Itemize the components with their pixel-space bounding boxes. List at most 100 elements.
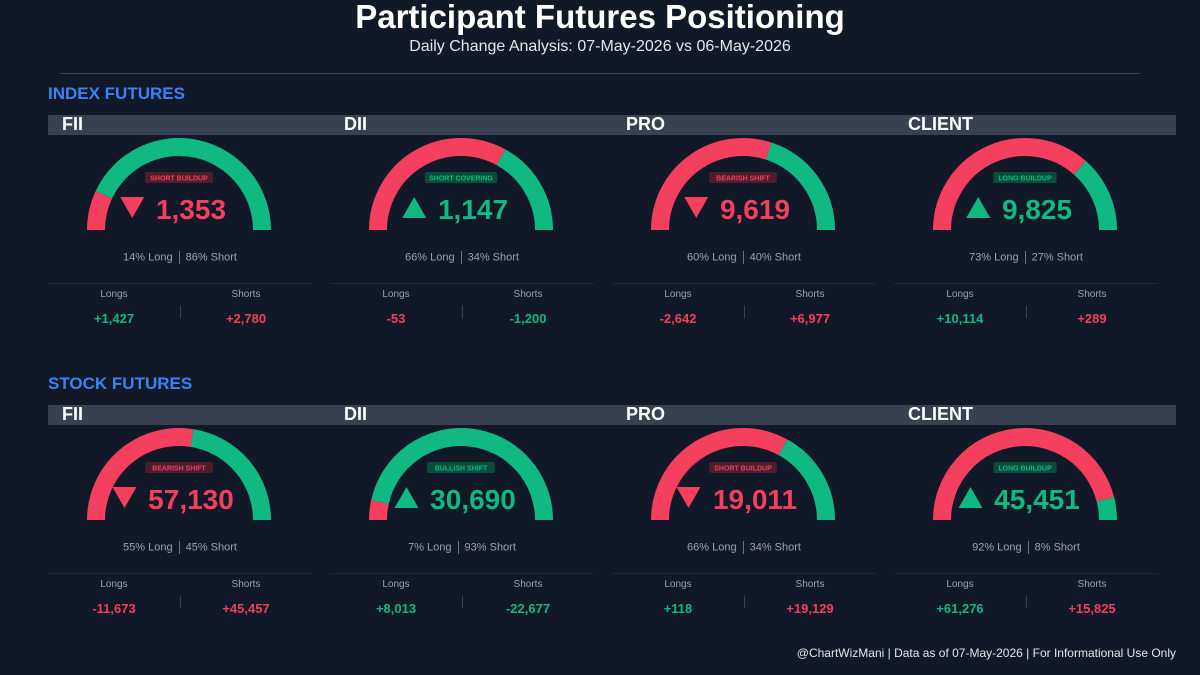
long-percent: 60% Long xyxy=(687,251,737,264)
card-header: CLIENT xyxy=(894,404,1176,425)
participant-name: FII xyxy=(62,404,83,424)
longs-stat: Longs -2,642 xyxy=(612,289,744,326)
triangle-down-icon xyxy=(676,487,701,508)
longs-label: Longs xyxy=(946,579,974,590)
gauge-short-arc xyxy=(651,138,772,231)
stats-divider xyxy=(48,573,312,574)
shorts-stat: Shorts -1,200 xyxy=(462,289,594,326)
long-percent: 7% Long xyxy=(408,541,452,554)
signal-badge xyxy=(709,462,777,473)
ratio-separator xyxy=(742,541,744,554)
footer-note: @ChartWizMani | Data as of 07-May-2026 |… xyxy=(796,646,1176,660)
signal-badge xyxy=(427,462,495,473)
stats-divider xyxy=(48,283,312,284)
participant-name: PRO xyxy=(626,114,666,134)
signal-badge-label: SHORT BUILDUP xyxy=(150,176,208,183)
shorts-change-value: +45,457 xyxy=(222,601,270,616)
ratio-separator xyxy=(742,251,744,264)
gauge-long-arc xyxy=(371,428,553,521)
gauge-short-arc xyxy=(933,138,1086,231)
longs-label: Longs xyxy=(382,579,410,590)
shorts-stat: Shorts +2,780 xyxy=(180,289,312,326)
net-change-value: 9,619 xyxy=(720,194,790,225)
long-percent: 55% Long xyxy=(123,541,173,554)
long-short-ratio: 66% Long 34% Short xyxy=(612,541,876,554)
gauge-long-arc xyxy=(190,429,271,521)
gauge-chart: LONG BUILDUP 45,451 xyxy=(933,428,1117,521)
participant-card-client: CLIENT LONG BUILDUP 45,451 92% Long 8% Short… xyxy=(894,404,1176,635)
card-header: DII xyxy=(330,114,612,135)
signal-badge xyxy=(993,172,1057,183)
participant-card-fii: FII SHORT BUILDUP 1,353 14% Long 86% Short Lo… xyxy=(48,114,330,345)
gauge-long-arc xyxy=(765,142,835,231)
signal-badge xyxy=(709,172,777,183)
longs-label: Longs xyxy=(664,289,692,300)
gauge-chart: LONG BUILDUP 9,825 xyxy=(933,138,1117,231)
ratio-separator xyxy=(1027,541,1029,554)
short-percent: 45% Short xyxy=(185,541,237,554)
net-change-value: 9,825 xyxy=(1002,194,1072,225)
signal-badge-label: BEARISH SHIFT xyxy=(716,176,770,183)
long-short-ratio: 73% Long 27% Short xyxy=(894,251,1158,264)
triangle-up-icon xyxy=(966,197,991,218)
shorts-label: Shorts xyxy=(1077,289,1107,300)
short-percent: 34% Short xyxy=(467,251,519,264)
net-change-value: 1,147 xyxy=(438,194,508,225)
longs-stat: Longs +1,427 xyxy=(48,289,180,326)
longs-stat: Longs -53 xyxy=(330,289,462,326)
longs-stat: Longs +10,114 xyxy=(894,289,1026,326)
signal-badge xyxy=(424,172,498,183)
ratio-separator xyxy=(1024,251,1026,264)
shorts-label: Shorts xyxy=(795,289,825,300)
longs-change-value: +8,013 xyxy=(375,601,417,616)
gauge-long-arc xyxy=(1096,497,1117,521)
longs-change-value: +10,114 xyxy=(936,311,984,326)
net-change-value: 1,353 xyxy=(156,194,226,225)
gauge-short-arc xyxy=(87,190,113,231)
gauge-long-arc xyxy=(95,138,271,231)
ratio-separator xyxy=(178,541,180,554)
longs-label: Longs xyxy=(664,579,692,590)
page-subtitle: Daily Change Analysis: 07-May-2026 vs 06… xyxy=(409,38,791,55)
page-title: Participant Futures Positioning xyxy=(355,0,845,35)
long-short-ratio: 92% Long 8% Short xyxy=(894,541,1158,554)
gauge-short-arc xyxy=(369,138,506,231)
shorts-label: Shorts xyxy=(1077,579,1107,590)
participant-card-pro: PRO SHORT BUILDUP 19,011 66% Long 34% Short L… xyxy=(612,404,894,635)
shorts-change-value: +289 xyxy=(1077,311,1107,326)
section-title: STOCK FUTURES xyxy=(48,374,193,393)
gauge-short-arc xyxy=(933,428,1115,521)
net-change-value: 57,130 xyxy=(148,484,234,515)
shorts-change-value: +2,780 xyxy=(225,311,267,326)
participant-card-client: CLIENT LONG BUILDUP 9,825 73% Long 27% Short… xyxy=(894,114,1176,345)
short-percent: 27% Short xyxy=(1031,251,1083,264)
ratio-separator xyxy=(457,541,459,554)
longs-label: Longs xyxy=(100,289,128,300)
shorts-stat: Shorts +15,825 xyxy=(1026,579,1158,616)
triangle-down-icon xyxy=(120,197,145,218)
gauge-chart: SHORT BUILDUP 1,353 xyxy=(87,138,271,231)
longs-label: Longs xyxy=(946,289,974,300)
triangle-up-icon xyxy=(394,487,419,508)
section-title: INDEX FUTURES xyxy=(48,84,185,103)
longs-label: Longs xyxy=(100,579,128,590)
triangle-down-icon xyxy=(112,487,137,508)
gauge-chart: BEARISH SHIFT 57,130 xyxy=(87,428,271,521)
shorts-change-value: +6,977 xyxy=(789,311,831,326)
gauge-short-arc xyxy=(369,499,389,521)
shorts-change-value: +19,129 xyxy=(786,601,834,616)
long-percent: 73% Long xyxy=(969,251,1019,264)
longs-stat: Longs +61,276 xyxy=(894,579,1026,616)
participant-card-fii: FII BEARISH SHIFT 57,130 55% Long 45% Short L… xyxy=(48,404,330,635)
net-change-value: 19,011 xyxy=(713,484,797,515)
longs-stat: Longs +8,013 xyxy=(330,579,462,616)
gauge-long-arc xyxy=(1073,160,1117,231)
participant-name: CLIENT xyxy=(908,114,973,134)
participant-name: DII xyxy=(344,114,368,134)
long-percent: 66% Long xyxy=(687,541,737,554)
card-header: PRO xyxy=(612,404,894,425)
longs-stat: Longs +118 xyxy=(612,579,744,616)
longs-change-value: -11,673 xyxy=(92,601,136,616)
longs-change-value: +1,427 xyxy=(93,311,135,326)
card-header: FII xyxy=(48,404,330,425)
